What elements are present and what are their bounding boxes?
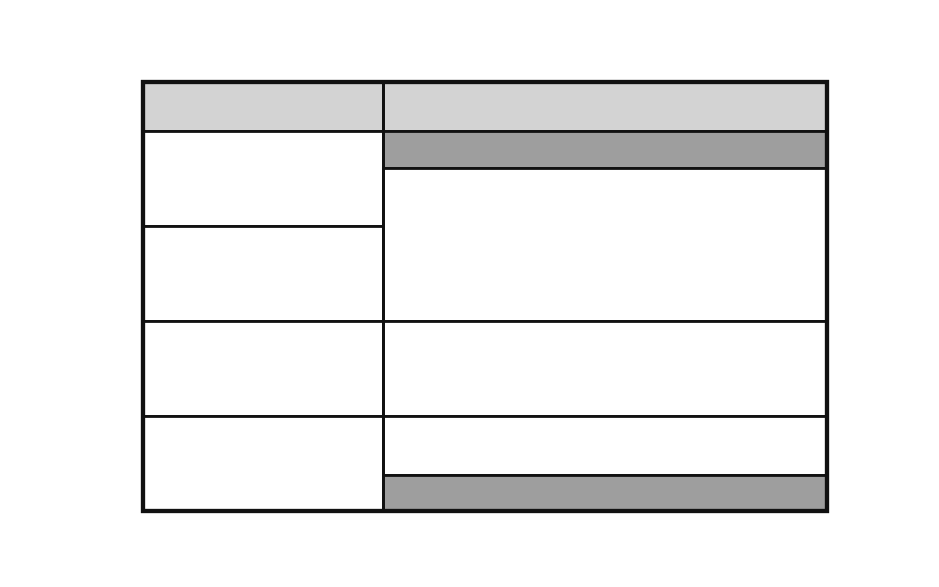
Text: Quartile: Quartile	[208, 92, 318, 120]
Text: Percentiles: Percentiles	[530, 92, 681, 120]
Text: First 25% of data: First 25% of data	[157, 167, 369, 191]
Bar	[143, 131, 383, 226]
Bar	[383, 416, 827, 475]
Bar	[383, 321, 827, 416]
Bar	[143, 226, 383, 321]
Bar	[143, 321, 383, 416]
Text: Q2 - 50th Percentile = Median: Q2 - 50th Percentile = Median	[401, 357, 778, 380]
Bar	[383, 168, 827, 321]
Text: Q1 - 25th Percentile: Q1 - 25th Percentile	[401, 232, 651, 257]
Text: Final 25% of data: Final 25% of data	[154, 451, 372, 475]
Bar	[383, 131, 827, 168]
Bar	[143, 416, 383, 511]
Bar	[143, 82, 383, 131]
Bar	[383, 475, 827, 511]
Text: Next 25% of data: Next 25% of data	[154, 262, 372, 286]
Text: Q3 - 75th Percentile: Q3 - 75th Percentile	[401, 433, 651, 457]
Text: Next 25% of data: Next 25% of data	[154, 357, 372, 380]
Bar	[383, 82, 827, 131]
